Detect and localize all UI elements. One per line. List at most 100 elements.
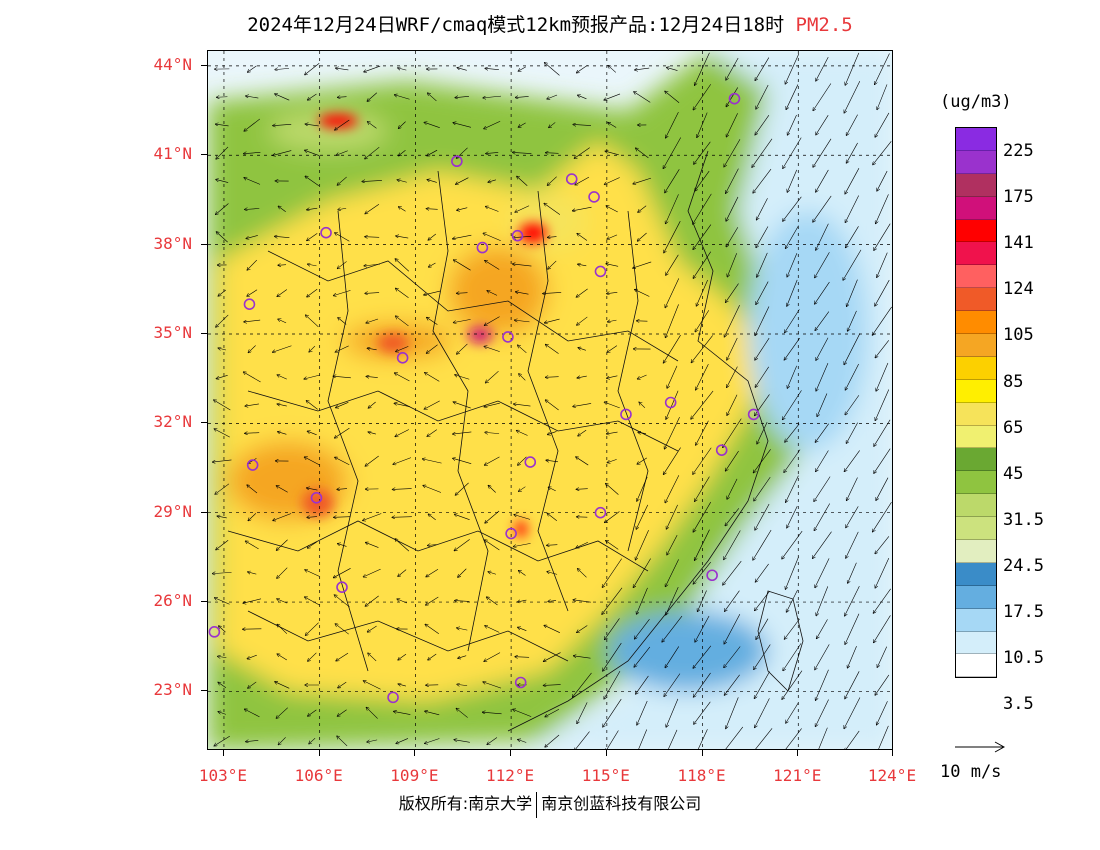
wind-arrow bbox=[633, 177, 652, 184]
wind-arrow bbox=[602, 558, 622, 588]
wind-arrow bbox=[637, 729, 648, 749]
wind-arrow bbox=[786, 475, 799, 503]
wind-arrow bbox=[548, 260, 557, 269]
wind-arrow bbox=[513, 709, 532, 717]
wind-arrow bbox=[214, 735, 230, 746]
wind-arrow bbox=[513, 264, 532, 267]
wind-arrow bbox=[633, 558, 651, 587]
wind-arrow bbox=[335, 345, 349, 352]
wind-arrow bbox=[693, 447, 712, 475]
wind-arrow bbox=[217, 97, 228, 98]
longitude-tick bbox=[222, 750, 224, 756]
wind-arrow bbox=[846, 422, 858, 444]
wind-arrow bbox=[214, 400, 231, 411]
wind-arrow bbox=[278, 737, 286, 744]
wind-arrow bbox=[215, 483, 230, 494]
wind-arrow bbox=[363, 681, 381, 690]
wind-arrow bbox=[606, 730, 619, 749]
legend-label: 3.5 bbox=[1003, 694, 1034, 715]
wind-arrow bbox=[693, 224, 712, 250]
wind-arrow bbox=[219, 626, 226, 633]
wind-arrow bbox=[691, 390, 714, 419]
pollutant-label: PM2.5 bbox=[795, 14, 853, 36]
wind-arrow bbox=[874, 223, 891, 251]
wind-arrow bbox=[815, 558, 830, 587]
wind-arrow bbox=[544, 203, 561, 215]
wind-arrow bbox=[574, 147, 590, 159]
wind-arrow bbox=[549, 122, 556, 127]
wind-arrow bbox=[518, 739, 527, 743]
wind-arrow bbox=[336, 402, 349, 407]
wind-arrow bbox=[515, 205, 530, 213]
wind-arrow bbox=[306, 315, 319, 328]
wind-arrow bbox=[783, 137, 802, 169]
wind-arrow bbox=[366, 542, 379, 548]
wind-arrow bbox=[818, 727, 828, 749]
wind-arrow bbox=[216, 179, 229, 183]
wind-arrow bbox=[248, 65, 257, 72]
wind-arrow bbox=[425, 711, 440, 716]
wind-arrow bbox=[425, 738, 440, 744]
wind-arrow bbox=[397, 180, 407, 183]
wind-arrow bbox=[454, 514, 470, 520]
wind-arrow bbox=[666, 111, 679, 138]
wind-arrow bbox=[575, 176, 590, 185]
wind-arrow bbox=[877, 170, 888, 191]
city-marker bbox=[565, 173, 578, 185]
yellow-core bbox=[218, 141, 768, 701]
wind-arrow bbox=[875, 536, 890, 553]
wind-arrow bbox=[755, 591, 770, 610]
longitude-tick bbox=[318, 750, 320, 756]
wind-arrow bbox=[604, 177, 620, 185]
wind-arrow bbox=[335, 457, 350, 465]
wind-arrow bbox=[845, 195, 859, 222]
wind-arrow bbox=[336, 150, 348, 155]
wind-arrow bbox=[308, 652, 317, 661]
wind-arrow bbox=[817, 393, 828, 417]
wind-arrow bbox=[518, 122, 526, 127]
wind-arrow bbox=[577, 625, 588, 633]
wind-arrow bbox=[485, 261, 500, 270]
wind-arrow bbox=[425, 373, 440, 382]
wind-arrow bbox=[877, 701, 888, 725]
wind-arrow bbox=[275, 682, 290, 689]
wind-arrow bbox=[455, 96, 469, 97]
wind-arrow bbox=[394, 403, 410, 408]
wind-arrow bbox=[813, 195, 832, 222]
wind-arrow bbox=[872, 306, 892, 335]
wind-arrow bbox=[458, 655, 467, 659]
wind-arrow bbox=[547, 572, 558, 575]
wind-arrow bbox=[484, 120, 501, 129]
legend-label: 45 bbox=[1003, 463, 1024, 484]
wind-arrow bbox=[634, 92, 651, 103]
wind-arrow bbox=[725, 590, 740, 612]
wind-arrow bbox=[334, 517, 351, 518]
wind-arrow bbox=[697, 112, 708, 138]
wind-arrow bbox=[428, 514, 436, 521]
city-marker bbox=[594, 506, 607, 519]
wind-arrow bbox=[815, 281, 830, 304]
wind-arrow bbox=[724, 530, 741, 559]
wind-arrow bbox=[752, 138, 773, 167]
wind-arrow bbox=[453, 260, 471, 271]
wind-arrow bbox=[666, 587, 679, 615]
wind-arrow bbox=[517, 176, 528, 186]
wind-arrow bbox=[873, 141, 892, 164]
wind-arrow bbox=[873, 588, 891, 613]
sea-deep-east bbox=[748, 211, 868, 451]
wind-arrow bbox=[457, 343, 468, 354]
wind-arrow bbox=[398, 684, 406, 686]
wind-arrow bbox=[484, 316, 500, 326]
wind-arrow bbox=[273, 124, 292, 125]
wind-arrow bbox=[573, 672, 592, 697]
wind-arrow bbox=[845, 613, 860, 645]
wind-arrow bbox=[485, 456, 500, 465]
wind-arrow bbox=[637, 457, 648, 464]
wind-arrow bbox=[637, 374, 647, 379]
wind-arrow bbox=[665, 194, 679, 223]
wind-arrow bbox=[693, 251, 712, 279]
wind-arrow bbox=[753, 168, 772, 193]
wind-arrow bbox=[845, 363, 859, 390]
wind-arrow bbox=[244, 319, 261, 322]
latitude-tick bbox=[201, 154, 207, 156]
